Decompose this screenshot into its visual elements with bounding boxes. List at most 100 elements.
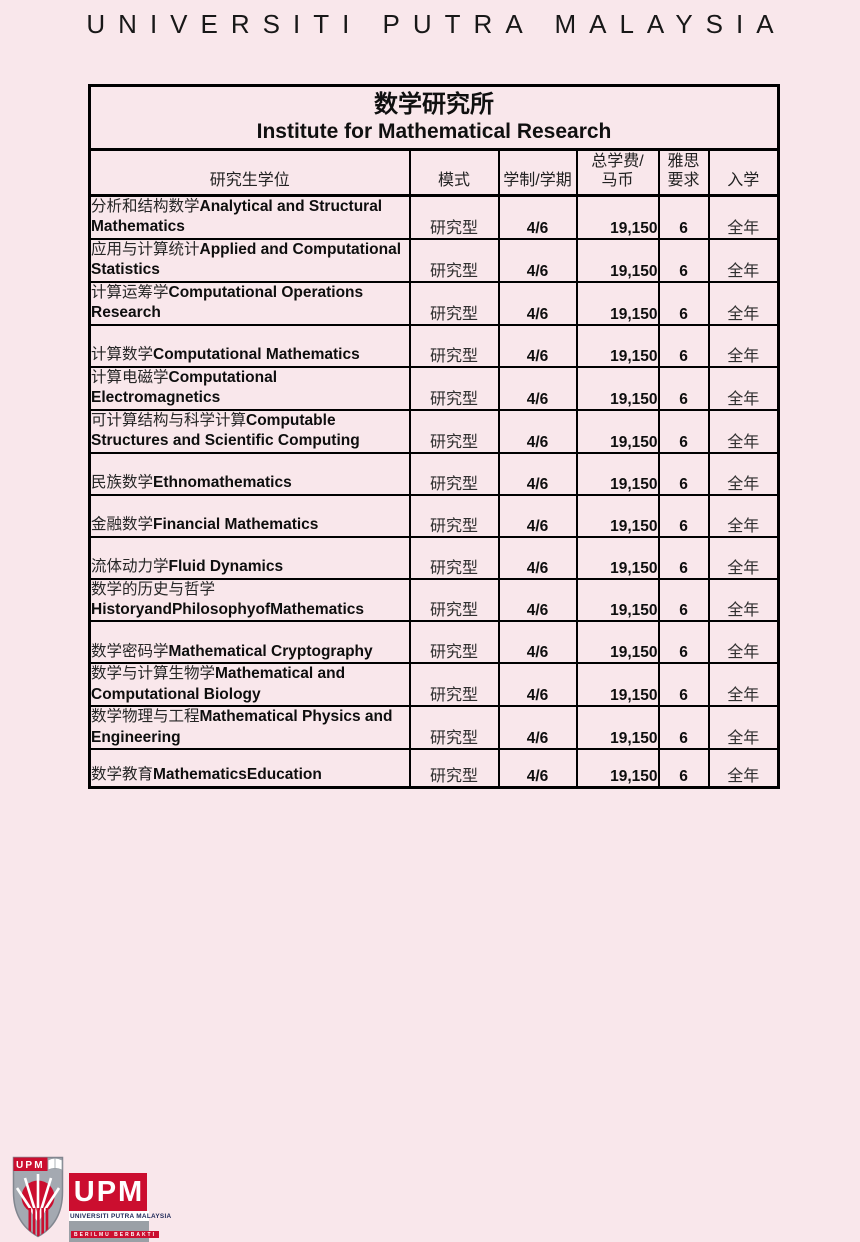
upm-acronym-box: UPM: [69, 1173, 147, 1211]
duration-cell: 4/6: [497, 662, 578, 708]
fee-cell: 19,150: [575, 280, 660, 326]
degree-name-en: Ethnomathematics: [153, 474, 292, 492]
col-header-ielts: 雅思 要求: [657, 148, 710, 197]
intake-cell: 全年: [707, 280, 780, 326]
table-row: 数学教育MathematicsEducation 研究型 4/6 19,150 …: [88, 748, 780, 789]
degree-name-zh: 流体动力学: [91, 558, 169, 576]
table-row: 计算电磁学Computational Electromagnetics 研究型 …: [88, 365, 780, 411]
fee-cell: 19,150: [575, 408, 660, 454]
degree-name-en: Applied and Computational Statistics: [91, 240, 402, 279]
university-title: UNIVERSITI PUTRA MALAYSIA: [86, 9, 787, 39]
fee-cell: 19,150: [575, 705, 660, 751]
degree-cell: 数学物理与工程Mathematical Physics and Engineer…: [88, 705, 411, 751]
duration-cell: 4/6: [497, 323, 578, 368]
upm-tagline-text: BERILMU BERBAKTI: [71, 1231, 159, 1238]
degree-name-en: HistoryandPhilosophyofMathematics: [91, 600, 365, 618]
upm-tagline-band: BERILMU BERBAKTI: [69, 1221, 159, 1242]
fee-cell: 19,150: [575, 237, 660, 283]
intake-cell: 全年: [707, 323, 780, 368]
ielts-cell: 6: [657, 280, 710, 326]
ielts-cell: 6: [657, 705, 710, 751]
degree-name-en: Computable Structures and Scientific Com…: [91, 411, 360, 450]
fee-cell: 19,150: [575, 323, 660, 368]
fee-cell: 19,150: [575, 493, 660, 538]
column-header-row: 研究生学位 模式 学制/学期 总学费/ 马币 雅思 要求 入学: [88, 148, 780, 197]
degree-name-en: Computational Electromagnetics: [91, 368, 278, 407]
degree-name-zh: 金融数学: [91, 516, 154, 534]
duration-cell: 4/6: [497, 493, 578, 538]
table-row: 数学与计算生物学Mathematical and Computational B…: [88, 662, 780, 708]
degree-name-en: Mathematical Physics and Engineering: [91, 708, 393, 746]
degree-cell: 计算运筹学Computational Operations Research: [88, 280, 411, 326]
shield-acronym-text: UPM: [16, 1160, 45, 1171]
degree-name-zh: 数学密码学: [91, 642, 169, 660]
duration-cell: 4/6: [497, 194, 578, 240]
fee-cell: 19,150: [575, 748, 660, 789]
ielts-cell: 6: [657, 451, 710, 496]
mode-cell: 研究型: [408, 408, 500, 454]
ielts-cell: 6: [657, 748, 710, 789]
intake-cell: 全年: [707, 748, 780, 789]
mode-cell: 研究型: [408, 493, 500, 538]
upm-logo: UPM: [12, 1156, 171, 1242]
table-row: 流体动力学Fluid Dynamics 研究型 4/6 19,150 6 全年: [88, 535, 780, 580]
col-header-mode: 模式: [408, 148, 500, 197]
degree-cell: 金融数学Financial Mathematics: [88, 493, 411, 538]
fee-cell: 19,150: [575, 535, 660, 580]
intake-cell: 全年: [707, 237, 780, 283]
degree-name-zh: 分析和结构数学: [91, 198, 200, 215]
intake-cell: 全年: [707, 365, 780, 411]
table-body: 分析和结构数学Analytical and Structural Mathema…: [88, 194, 780, 789]
duration-cell: 4/6: [497, 408, 578, 454]
mode-cell: 研究型: [408, 662, 500, 708]
degree-name-zh: 数学与计算生物学: [91, 665, 216, 683]
duration-cell: 4/6: [497, 451, 578, 496]
intake-cell: 全年: [707, 620, 780, 665]
degree-cell: 分析和结构数学Analytical and Structural Mathema…: [88, 194, 411, 240]
table-row: 应用与计算统计Applied and Computational Statist…: [88, 237, 780, 283]
table-row: 数学物理与工程Mathematical Physics and Engineer…: [88, 705, 780, 751]
degree-name-en: Financial Mathematics: [153, 516, 319, 534]
table-row: 分析和结构数学Analytical and Structural Mathema…: [88, 194, 780, 240]
ielts-cell: 6: [657, 237, 710, 283]
duration-cell: 4/6: [497, 577, 578, 623]
fee-cell: 19,150: [575, 662, 660, 708]
degree-name-zh: 计算运筹学: [91, 283, 169, 301]
degree-name-zh: 民族数学: [91, 474, 154, 492]
mode-cell: 研究型: [408, 365, 500, 411]
ielts-cell: 6: [657, 662, 710, 708]
mode-cell: 研究型: [408, 451, 500, 496]
degree-cell: 数学密码学Mathematical Cryptography: [88, 620, 411, 665]
ielts-cell: 6: [657, 408, 710, 454]
intake-cell: 全年: [707, 493, 780, 538]
degree-cell: 计算电磁学Computational Electromagnetics: [88, 365, 411, 411]
degree-name-en: Computational Mathematics: [153, 346, 360, 364]
table-row: 数学的历史与哲学 HistoryandPhilosophyofMathematic…: [88, 577, 780, 623]
mode-cell: 研究型: [408, 280, 500, 326]
mode-cell: 研究型: [408, 535, 500, 580]
ielts-cell: 6: [657, 493, 710, 538]
degree-cell: 可计算结构与科学计算Computable Structures and Scie…: [88, 408, 411, 454]
col-header-degree: 研究生学位: [88, 148, 411, 197]
degree-cell: 计算数学Computational Mathematics: [88, 323, 411, 368]
table-row: 计算运筹学Computational Operations Research 研…: [88, 280, 780, 326]
col-header-ielts-line2: 要求: [667, 171, 700, 189]
intake-cell: 全年: [707, 408, 780, 454]
col-header-fee-line1: 总学费/: [591, 152, 644, 170]
intake-cell: 全年: [707, 535, 780, 580]
mode-cell: 研究型: [408, 323, 500, 368]
upm-wordmark: UPM UNIVERSITI PUTRA MALAYSIA BERILMU BE…: [69, 1173, 171, 1242]
duration-cell: 4/6: [497, 237, 578, 283]
intake-cell: 全年: [707, 577, 780, 623]
programs-table: 数学研究所 Institute for Mathematical Researc…: [88, 84, 781, 789]
col-header-ielts-line1: 雅思: [667, 152, 700, 170]
col-header-intake: 入学: [707, 148, 780, 197]
degree-cell: 民族数学Ethnomathematics: [88, 451, 411, 496]
degree-cell: 应用与计算统计Applied and Computational Statist…: [88, 237, 411, 283]
degree-name-en: MathematicsEducation: [153, 766, 322, 784]
mode-cell: 研究型: [408, 620, 500, 665]
upm-crest-icon: UPM: [12, 1156, 64, 1238]
ielts-cell: 6: [657, 620, 710, 665]
intake-cell: 全年: [707, 662, 780, 708]
